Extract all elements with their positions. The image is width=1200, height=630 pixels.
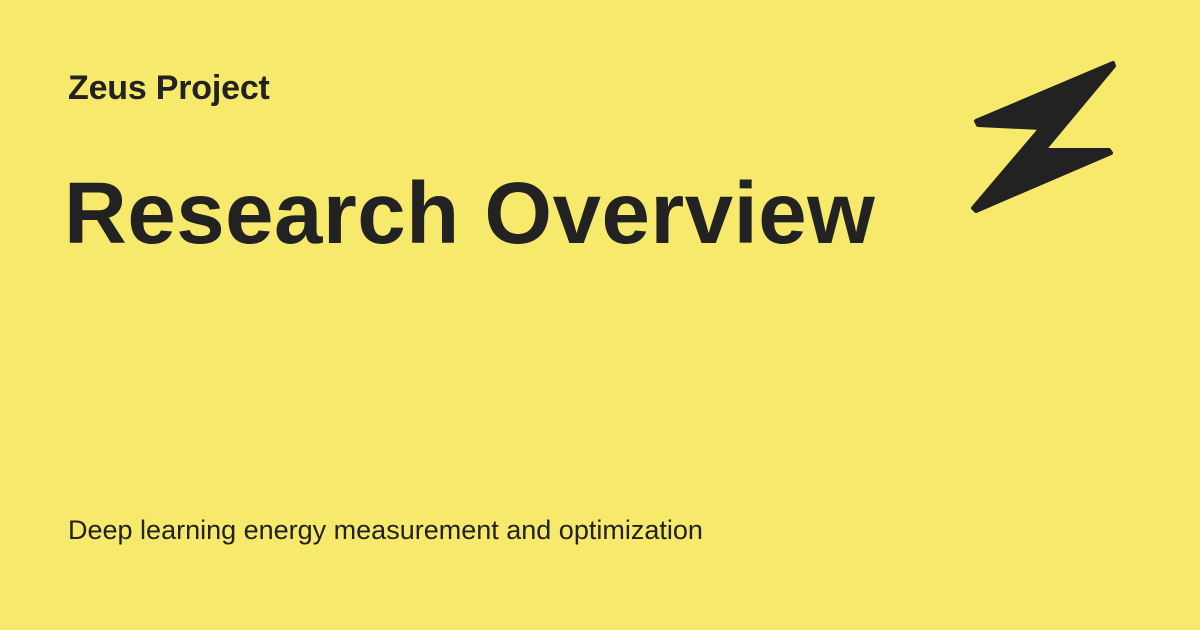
page-title: Research Overview: [64, 165, 876, 262]
lightning-bolt-icon: [971, 61, 1116, 213]
tagline: Deep learning energy measurement and opt…: [68, 515, 703, 545]
site-name: Zeus Project: [68, 69, 270, 107]
